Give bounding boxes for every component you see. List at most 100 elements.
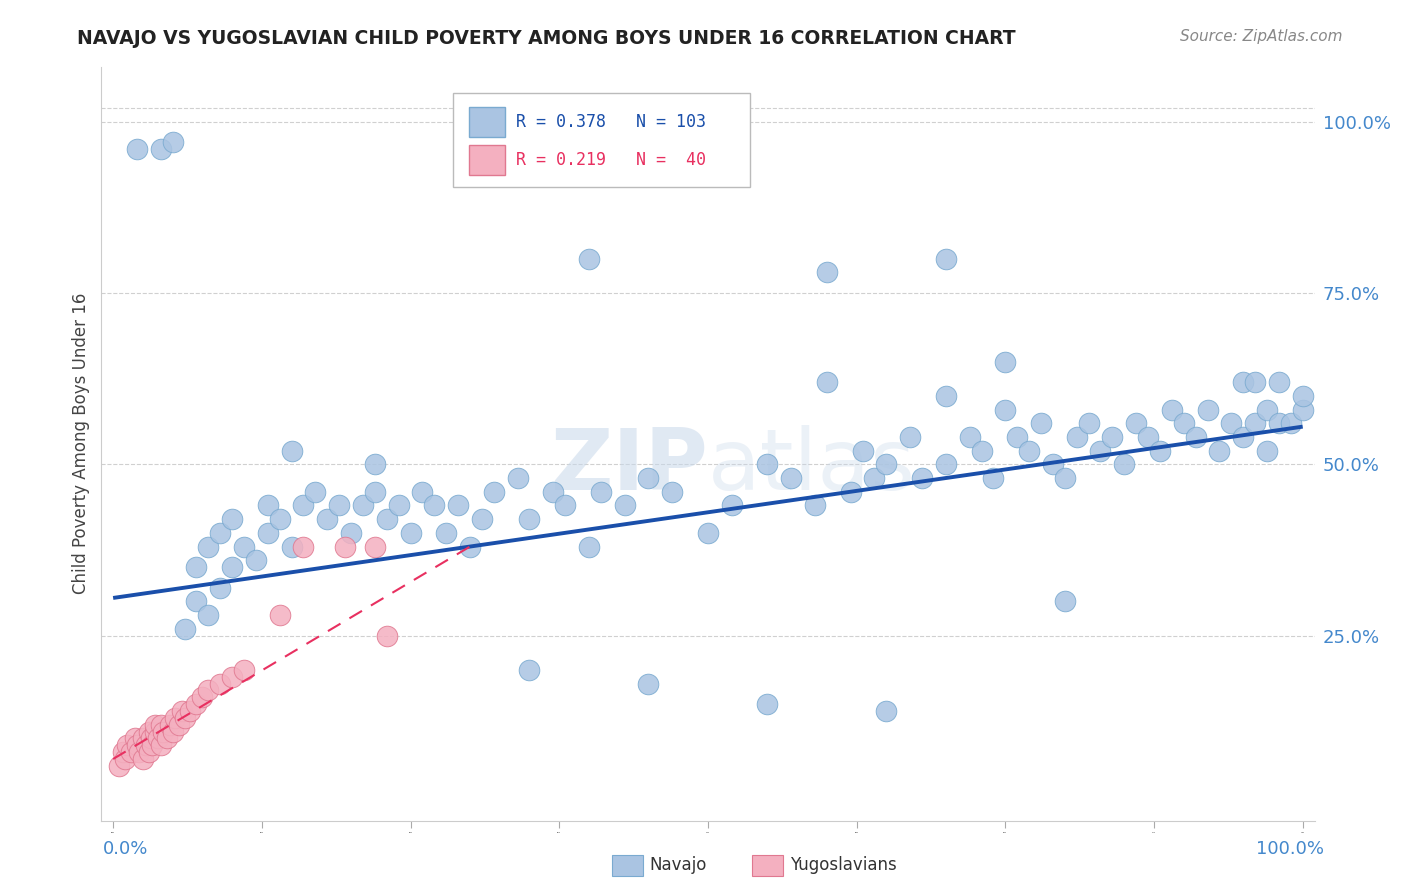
Point — [1268, 375, 1291, 389]
Point — [720, 499, 742, 513]
Point — [589, 484, 612, 499]
Point — [375, 512, 398, 526]
Point — [661, 484, 683, 499]
Point — [186, 594, 208, 608]
Text: Navajo: Navajo — [650, 856, 707, 874]
Point — [340, 525, 363, 540]
Point — [292, 499, 315, 513]
Point — [1173, 416, 1195, 430]
Point — [1101, 430, 1123, 444]
Point — [1149, 443, 1171, 458]
Point — [159, 717, 181, 731]
Point — [1292, 402, 1315, 417]
Point — [578, 540, 600, 554]
Text: Source: ZipAtlas.com: Source: ZipAtlas.com — [1180, 29, 1343, 44]
Point — [156, 731, 179, 746]
Point — [1232, 430, 1254, 444]
Point — [328, 499, 350, 513]
Point — [1220, 416, 1243, 430]
Point — [815, 265, 838, 279]
Point — [1244, 375, 1267, 389]
Point — [388, 499, 411, 513]
Point — [863, 471, 886, 485]
Point — [399, 525, 422, 540]
Point — [138, 745, 160, 759]
Point — [1053, 594, 1076, 608]
Point — [221, 560, 243, 574]
Point — [209, 676, 232, 690]
Point — [1053, 471, 1076, 485]
Point — [994, 402, 1017, 417]
Point — [245, 553, 267, 567]
Point — [506, 471, 529, 485]
Point — [815, 375, 838, 389]
Point — [256, 525, 278, 540]
Point — [114, 752, 136, 766]
Point — [128, 745, 150, 759]
Point — [1077, 416, 1099, 430]
Point — [898, 430, 921, 444]
Point — [173, 711, 195, 725]
Point — [851, 443, 873, 458]
Point — [143, 724, 166, 739]
Text: 0.0%: 0.0% — [103, 840, 148, 858]
Point — [434, 525, 457, 540]
Text: ZIP: ZIP — [550, 425, 709, 508]
Text: Yugoslavians: Yugoslavians — [790, 856, 897, 874]
Point — [179, 704, 201, 718]
Point — [186, 560, 208, 574]
Point — [135, 739, 157, 753]
Point — [983, 471, 1005, 485]
Point — [1137, 430, 1160, 444]
Point — [132, 752, 155, 766]
Point — [197, 683, 219, 698]
Point — [108, 759, 131, 773]
Point — [519, 512, 541, 526]
Point — [637, 471, 659, 485]
Point — [364, 540, 387, 554]
Point — [1197, 402, 1219, 417]
Point — [162, 135, 184, 149]
Point — [125, 142, 148, 156]
Point — [1256, 443, 1278, 458]
Point — [280, 443, 302, 458]
Point — [911, 471, 934, 485]
Point — [1232, 375, 1254, 389]
Text: NAVAJO VS YUGOSLAVIAN CHILD POVERTY AMONG BOYS UNDER 16 CORRELATION CHART: NAVAJO VS YUGOSLAVIAN CHILD POVERTY AMON… — [77, 29, 1017, 47]
Point — [637, 676, 659, 690]
Point — [138, 724, 160, 739]
Point — [333, 540, 356, 554]
Point — [1256, 402, 1278, 417]
Point — [149, 142, 172, 156]
Point — [554, 499, 576, 513]
Point — [935, 458, 957, 472]
Point — [186, 697, 208, 711]
Point — [471, 512, 494, 526]
Point — [756, 458, 779, 472]
Point — [1208, 443, 1230, 458]
Point — [1005, 430, 1028, 444]
Point — [117, 739, 139, 753]
Point — [209, 581, 232, 595]
FancyBboxPatch shape — [468, 145, 505, 175]
Point — [143, 717, 166, 731]
Point — [173, 622, 195, 636]
Point — [839, 484, 862, 499]
Point — [1090, 443, 1112, 458]
Point — [233, 663, 256, 677]
Point — [1160, 402, 1182, 417]
Point — [152, 724, 174, 739]
Point — [148, 731, 170, 746]
Point — [1292, 389, 1315, 403]
Point — [519, 663, 541, 677]
Point — [162, 724, 184, 739]
Point — [352, 499, 374, 513]
Point — [149, 739, 172, 753]
Point — [221, 670, 243, 684]
Point — [221, 512, 243, 526]
Point — [172, 704, 194, 718]
Point — [935, 389, 957, 403]
Point — [316, 512, 339, 526]
Point — [875, 704, 897, 718]
Point — [780, 471, 803, 485]
